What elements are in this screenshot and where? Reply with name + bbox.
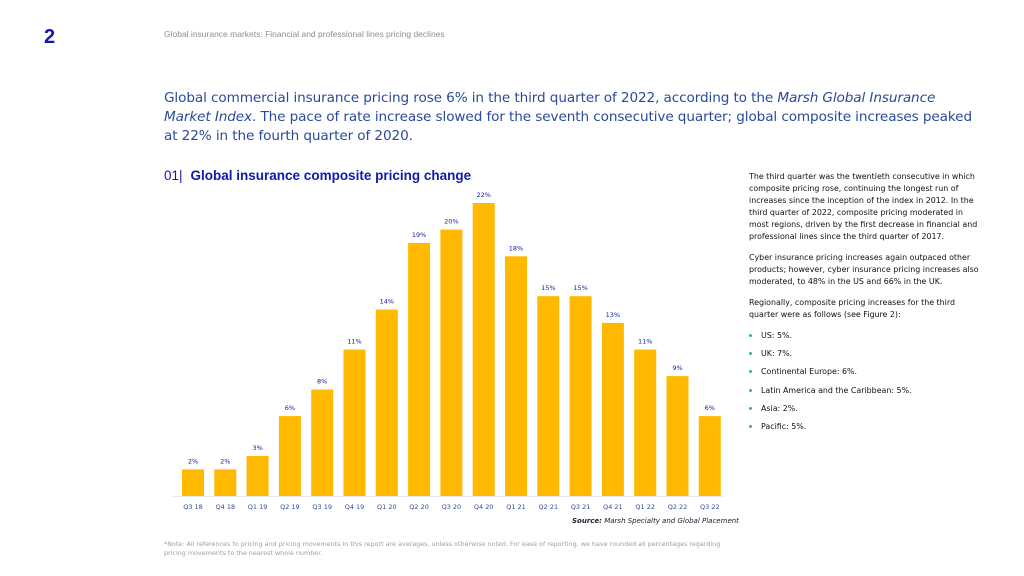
value-label: 11% [347,338,361,346]
bar-q1-21 [505,256,527,496]
running-head: Global insurance markets: Financial and … [164,29,445,39]
bar-q4-18 [214,469,237,496]
bullet-icon [749,424,752,428]
value-label: 14% [380,298,394,306]
value-label: 8% [317,378,327,386]
bar-q2-20 [408,243,431,496]
bar-q1-20 [375,309,398,496]
category-label: Q4 19 [345,503,365,511]
lead-index-name: Marsh Global Insurance Market Index [164,90,936,125]
bar-q1-19 [246,456,269,496]
category-labels-group: Q3 18 Q4 18 Q1 19 Q2 19 Q3 19 Q4 19 Q1 20 Q2 20… [183,503,719,511]
category-label: Q2 20 [409,503,429,511]
sidebar-commentary: The third quarter was the twentieth cons… [749,171,981,439]
bar-q1-22 [634,349,657,496]
bar-q4-19 [343,349,366,496]
bar-q3-18 [182,469,204,496]
category-label: Q1 20 [377,503,397,511]
value-labels-group: 2% 2% 3% 6% 8% 11% 14% 19% 20% 22% 18% 15% 15% 13% 11%… [188,191,715,465]
region-item: Asia: 2%. [749,403,981,415]
lead-text-1: Global commercial insurance pricing rose… [164,90,778,106]
bullet-icon [749,406,752,410]
bar-q4-20 [472,203,495,496]
chart-source: Source: Marsh Specialty and Global Place… [572,517,739,525]
figure-title: 01| Global insurance composite pricing ch… [164,168,471,183]
region-text: UK: 7%. [761,349,793,359]
lead-text-2: . The pace of rate increase slowed for t… [164,109,972,144]
regional-list: US: 5%. UK: 7%. Continental Europe: 6%. … [749,330,981,433]
bullet-icon [749,352,752,356]
value-label: 15% [573,284,587,292]
region-text: US: 5%. [761,331,792,340]
bar-q2-19 [278,416,301,496]
sidebar-paragraph: Cyber insurance pricing increases again … [749,253,979,286]
category-label: Q4 20 [474,503,494,511]
value-label: 11% [638,338,652,346]
category-label: Q1 22 [635,503,655,511]
bar-q3-20 [440,229,463,496]
value-label: 22% [476,191,490,199]
bullet-icon [749,334,752,337]
category-label: Q3 18 [183,503,203,511]
value-label: 2% [220,457,230,465]
region-text: Latin America and the Caribbean: 5%. [761,385,912,395]
category-label: Q4 18 [216,503,236,511]
region-item: Continental Europe: 6%. [749,366,981,378]
value-label: 6% [705,404,715,412]
sidebar-paragraph: Regionally, composite pricing increases … [749,298,955,319]
bullet-icon [749,370,752,374]
value-label: 13% [606,311,620,319]
region-text: Asia: 2%. [761,403,798,413]
category-label: Q3 20 [442,503,462,511]
value-label: 19% [412,231,426,239]
region-item: Latin America and the Caribbean: 5%. [749,385,981,397]
page-number: 2 [44,26,56,48]
region-item: Pacific: 5%. [749,421,981,433]
bullet-icon [749,388,752,392]
category-label: Q1 21 [506,503,526,511]
bar-q2-21 [537,296,560,496]
lead-paragraph: Global commercial insurance pricing rose… [164,89,984,146]
value-label: 15% [541,284,555,292]
region-item: UK: 7%. [749,348,981,360]
region-text: Continental Europe: 6%. [761,367,858,377]
figure-number: 01| [164,168,183,183]
value-label: 20% [444,218,458,226]
value-label: 6% [285,404,295,412]
source-text: Marsh Specialty and Global Placement [601,517,739,525]
value-label: 9% [672,364,682,372]
source-label: Source: [572,517,602,525]
bar-q4-21 [601,322,624,496]
region-item: US: 5%. [749,330,981,342]
sidebar-paragraph: The third quarter was the twentieth cons… [749,172,978,241]
category-label: Q3 21 [571,503,591,511]
region-text: Pacific: 5%. [761,421,807,431]
footnote: *Note: All references to pricing and pri… [164,540,721,557]
value-label: 2% [188,457,198,465]
category-label: Q2 21 [539,503,559,511]
figure-title-text: Global insurance composite pricing chang… [190,168,472,183]
bars-group [182,203,721,496]
category-label: Q1 19 [248,503,268,511]
bar-q3-19 [311,389,334,496]
bar-q3-22 [698,416,721,496]
category-label: Q4 21 [603,503,623,511]
category-label: Q3 19 [312,503,332,511]
value-label: 18% [509,244,523,252]
bar-q3-21 [569,296,592,496]
bar-q2-22 [666,376,689,496]
value-label: 3% [252,444,262,452]
category-label: Q2 22 [668,503,688,511]
category-label: Q2 19 [280,503,300,511]
category-label: Q3 22 [700,503,720,511]
